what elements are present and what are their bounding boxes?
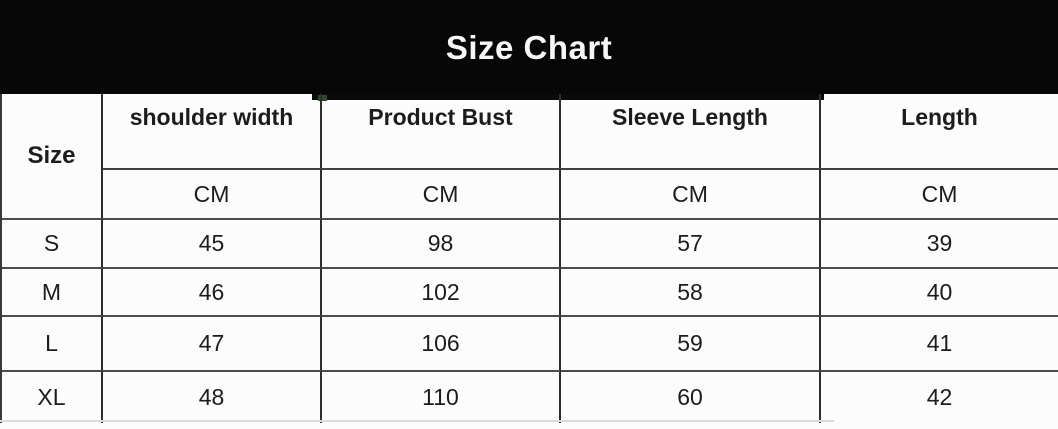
unit-cell: CM — [322, 168, 561, 218]
column-header-product-bust: Product Bust — [322, 94, 561, 168]
value-cell: 45 — [103, 218, 322, 267]
unit-cell: CM — [561, 168, 821, 218]
size-label-l: L — [2, 315, 103, 370]
value-cell: 57 — [561, 218, 821, 267]
artifact-speck — [318, 95, 327, 101]
size-label-m: M — [2, 267, 103, 315]
value-cell: 47 — [103, 315, 322, 370]
size-column-header: Size — [2, 94, 103, 218]
value-cell: 106 — [322, 315, 561, 370]
size-chart-banner: Size Chart — [0, 0, 1058, 94]
size-label-s: S — [2, 218, 103, 267]
value-cell: 39 — [821, 218, 1058, 267]
table-cutoff-smudge — [0, 420, 834, 422]
value-cell: 110 — [322, 370, 561, 423]
value-cell: 60 — [561, 370, 821, 423]
size-table: Size shoulder width Product Bust Sleeve … — [0, 94, 1058, 423]
column-header-shoulder-width: shoulder width — [103, 94, 322, 168]
value-cell: 41 — [821, 315, 1058, 370]
value-cell: 102 — [322, 267, 561, 315]
column-header-sleeve-length: Sleeve Length — [561, 94, 821, 168]
value-cell: 46 — [103, 267, 322, 315]
value-cell: 40 — [821, 267, 1058, 315]
value-cell: 48 — [103, 370, 322, 423]
value-cell: 42 — [821, 370, 1058, 423]
value-cell: 58 — [561, 267, 821, 315]
unit-cell: CM — [821, 168, 1058, 218]
column-header-length: Length — [901, 104, 978, 130]
value-cell: 98 — [322, 218, 561, 267]
size-label-xl: XL — [2, 370, 103, 423]
banner-ragged-edge — [312, 94, 824, 100]
page-title: Size Chart — [445, 29, 613, 66]
value-cell: 59 — [561, 315, 821, 370]
unit-cell: CM — [103, 168, 322, 218]
